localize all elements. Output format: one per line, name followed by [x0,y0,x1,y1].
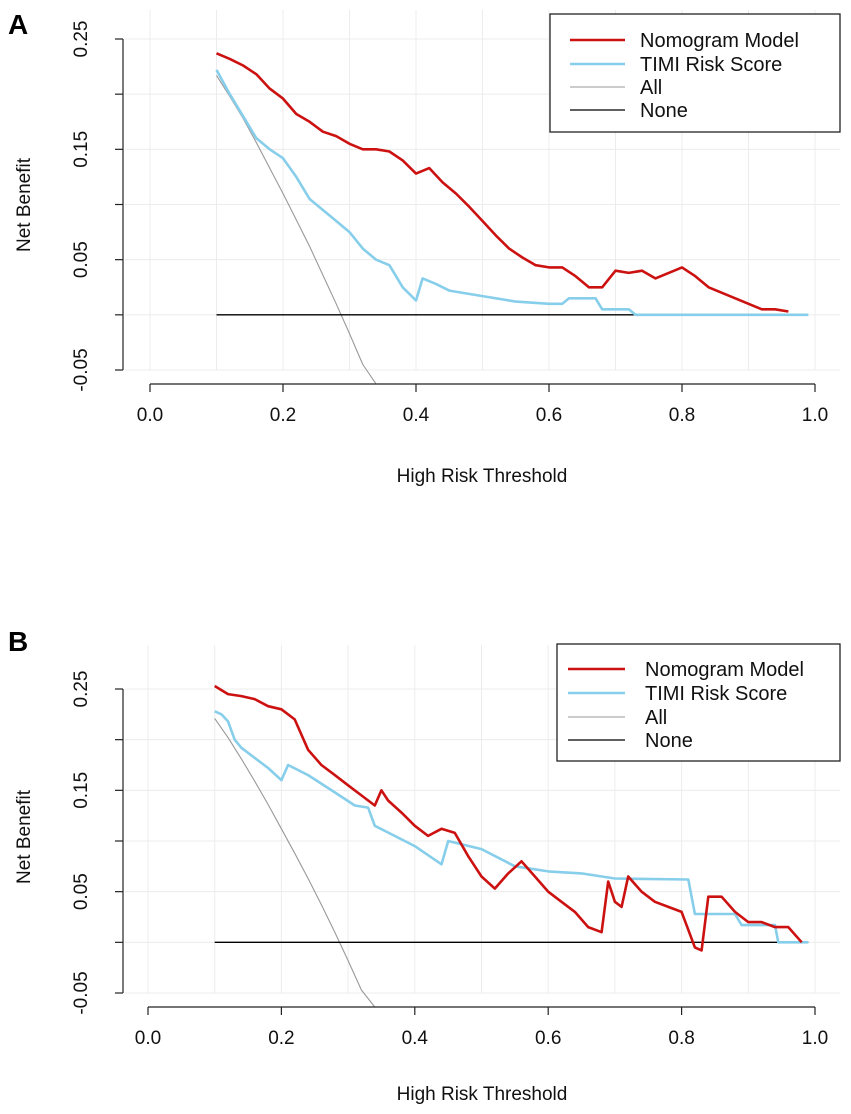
y-tick-label: 0.15 [71,131,92,168]
x-tick-label: 0.8 [669,405,695,426]
x-tick-label: 1.0 [802,405,828,426]
y-tick-label: 0.25 [71,671,92,708]
legend-label-all: All [645,707,667,729]
series-line-timi-risk-score [214,710,809,944]
x-tick-label: 0.8 [668,1028,694,1049]
legend-label-none: None [640,100,688,122]
chart-b-svg: B 0.0 0.2 0.4 0.6 0.8 1.0 -0.05 0.05 0.15 0.25 Hi… [8,626,841,1105]
x-axis-title: High Risk Threshold [397,1084,568,1105]
legend-label-timi-risk-score: TIMI Risk Score [640,54,782,76]
x-tick-label: 0.6 [535,1028,561,1049]
y-tick-label: -0.05 [71,971,92,1014]
legend-label-none: None [645,730,693,752]
chart-a-svg: A 0.0 0.2 0.4 0.6 0.8 1.0 -0.05 0.05 0.15 0.25 Hi… [8,9,841,487]
x-tick-label: 0.6 [536,405,562,426]
x-tick-label: 0.0 [137,405,163,426]
legend-label-all: All [640,77,662,99]
y-axis-title: Net Benefit [14,789,35,884]
series-line-nomogram-model [214,684,803,952]
x-tick-label: 0.4 [402,1028,429,1049]
x-tick-label: 0.4 [403,405,430,426]
panel-label: B [8,626,28,657]
y-axis-title: Net Benefit [14,157,35,252]
y-tick-label: -0.05 [71,348,92,391]
legend-label-nomogram-model: Nomogram Model [640,30,799,52]
legend-box [556,643,841,762]
plot-lines [215,52,809,385]
series-line-timi-risk-score [215,69,809,317]
series-line-all [216,75,377,385]
chart-panel-a: A 0.0 0.2 0.4 0.6 0.8 1.0 -0.05 0.05 0.15 0.25 Hi… [8,9,841,487]
plot-lines [214,684,809,1008]
axes: 0.0 0.2 0.4 0.6 0.8 1.0 -0.05 0.05 0.15 0.25 [71,671,828,1049]
y-tick-label: 0.05 [71,241,92,278]
series-line-all [214,718,376,1008]
axes: 0.0 0.2 0.4 0.6 0.8 1.0 -0.05 0.05 0.15 0.25 [71,21,828,426]
x-tick-label: 0.2 [270,405,296,426]
y-tick-label: 0.15 [71,772,92,809]
series-line-nomogram-model [215,52,789,313]
x-tick-label: 0.2 [268,1028,294,1049]
x-tick-label: 0.0 [135,1028,161,1049]
legend-label-nomogram-model: Nomogram Model [645,659,804,681]
y-tick-label: 0.05 [71,873,92,910]
legend-label-timi-risk-score: TIMI Risk Score [645,683,787,705]
x-axis-title: High Risk Threshold [397,466,568,487]
panel-label: A [8,9,28,40]
legend-box [549,13,841,133]
chart-panel-b: B 0.0 0.2 0.4 0.6 0.8 1.0 -0.05 0.05 0.15 0.25 Hi… [0,557,851,1114]
x-tick-label: 1.0 [802,1028,828,1049]
y-tick-label: 0.25 [71,21,92,58]
